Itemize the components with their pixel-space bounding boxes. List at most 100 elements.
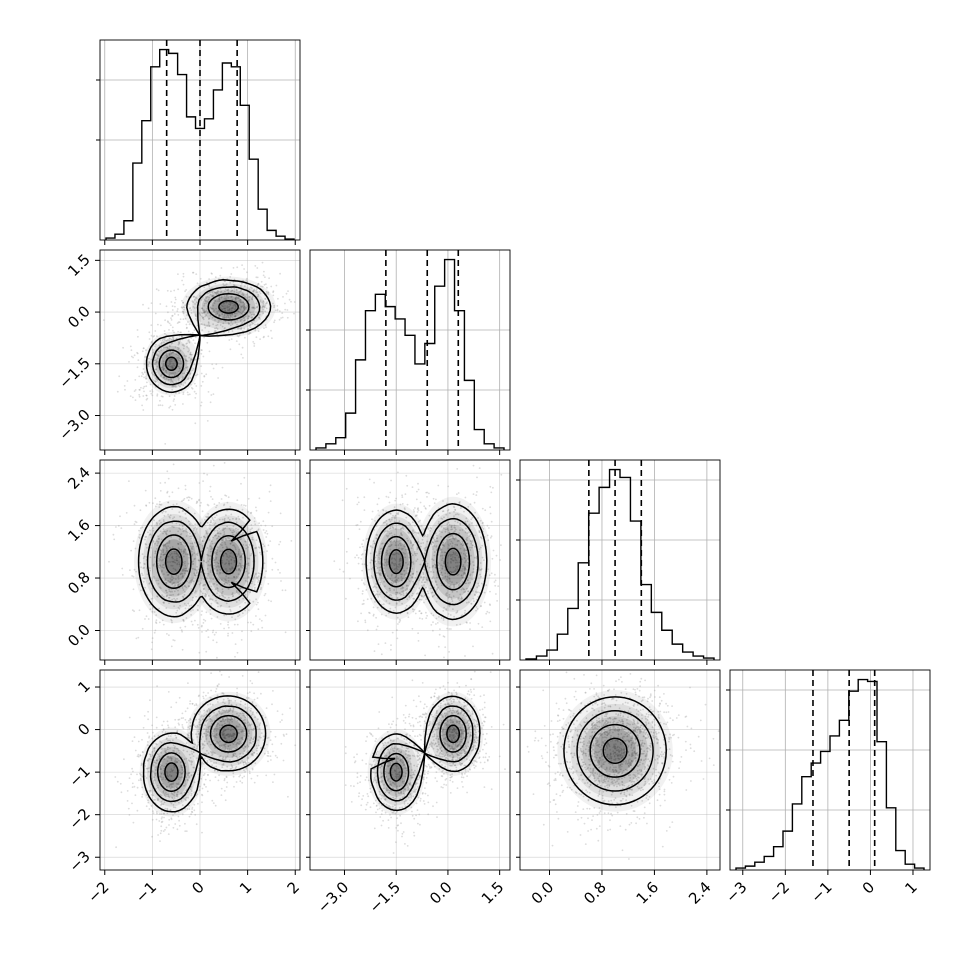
scatter-point — [143, 563, 146, 565]
scatter-point — [384, 574, 387, 577]
scatter-point — [156, 354, 159, 357]
scatter-point — [392, 609, 395, 612]
scatter-point — [464, 554, 467, 556]
scatter-point — [448, 578, 451, 580]
scatter-point — [426, 564, 429, 567]
scatter-point — [368, 611, 370, 614]
scatter-point — [411, 608, 414, 610]
scatter-point — [159, 586, 161, 589]
scatter-point — [213, 299, 216, 302]
scatter-point — [174, 754, 177, 757]
scatter-point — [463, 571, 466, 574]
scatter-point — [373, 529, 376, 531]
scatter-point — [233, 557, 236, 559]
scatter-point — [261, 306, 264, 309]
scatter-point — [168, 495, 171, 498]
scatter-point — [375, 593, 378, 595]
scatter-point — [262, 300, 265, 302]
scatter-point — [156, 394, 159, 397]
scatter-point — [476, 476, 478, 479]
scatter-point — [171, 366, 174, 369]
scatter-point — [167, 378, 170, 381]
scatter-point — [206, 760, 209, 762]
scatter-point — [418, 610, 421, 612]
scatter-point — [176, 559, 179, 562]
scatter-point — [423, 547, 426, 550]
scatter-point — [225, 739, 228, 742]
scatter-point — [251, 321, 253, 324]
scatter-point — [168, 352, 171, 355]
scatter-point — [191, 806, 194, 809]
scatter-point — [241, 508, 244, 511]
scatter-point — [201, 742, 204, 745]
scatter-point — [255, 576, 258, 579]
scatter-point — [154, 359, 157, 361]
scatter-point — [448, 595, 451, 598]
scatter-point — [453, 506, 456, 509]
scatter-point — [207, 731, 210, 734]
scatter-point — [242, 293, 245, 296]
scatter-point — [169, 365, 172, 368]
scatter-point — [203, 324, 206, 326]
scatter-point — [211, 542, 214, 545]
scatter-point — [137, 335, 139, 338]
density-fill — [362, 503, 431, 620]
scatter-point — [183, 567, 185, 570]
scatter-point — [193, 558, 196, 561]
scatter-point — [182, 384, 185, 386]
scatter-point — [454, 520, 457, 523]
scatter-point — [138, 583, 141, 586]
scatter-point — [246, 280, 249, 283]
scatter-point — [186, 342, 189, 345]
scatter-point — [412, 561, 415, 564]
scatter-point — [164, 553, 166, 556]
scatter-point — [293, 312, 295, 315]
scatter-point — [209, 725, 212, 728]
scatter-point — [432, 542, 435, 544]
scatter-point — [203, 375, 206, 377]
scatter-point — [168, 515, 171, 518]
scatter-point — [500, 473, 503, 476]
scatter-point — [196, 566, 198, 568]
scatter-point — [397, 513, 400, 516]
scatter-point — [247, 317, 250, 320]
scatter-point — [169, 747, 171, 750]
scatter-point — [442, 617, 445, 620]
scatter-point — [179, 385, 181, 388]
scatter-point — [168, 322, 171, 325]
scatter-point — [266, 737, 268, 740]
scatter-point — [132, 356, 135, 359]
scatter-point — [216, 312, 219, 315]
scatter-point — [204, 299, 207, 302]
scatter-point — [237, 553, 240, 556]
scatter-point — [461, 529, 464, 531]
scatter-point — [250, 524, 253, 526]
scatter-point — [249, 286, 252, 289]
scatter-point — [258, 497, 261, 500]
scatter-point — [115, 846, 117, 849]
scatter-point — [227, 314, 230, 317]
scatter-point — [159, 555, 162, 558]
scatter-point — [238, 308, 241, 310]
scatter-point — [460, 552, 462, 554]
scatter-point — [223, 331, 225, 334]
scatter-point — [232, 753, 235, 756]
scatter-point — [400, 573, 403, 576]
scatter-point — [439, 555, 442, 557]
scatter-point — [248, 599, 251, 602]
scatter-point — [167, 573, 170, 576]
scatter-point — [462, 544, 465, 546]
scatter-point — [166, 550, 168, 552]
scatter-point — [177, 584, 180, 587]
scatter-point — [391, 579, 394, 582]
scatter-point — [171, 546, 174, 548]
scatter-point — [236, 327, 239, 330]
scatter-point — [201, 317, 204, 319]
scatter-point — [203, 560, 206, 563]
scatter-point — [229, 729, 232, 732]
scatter-point — [488, 611, 491, 614]
scatter-point — [203, 784, 206, 786]
scatter-point — [244, 319, 246, 322]
scatter-point — [448, 531, 451, 534]
scatter-point — [228, 537, 231, 539]
